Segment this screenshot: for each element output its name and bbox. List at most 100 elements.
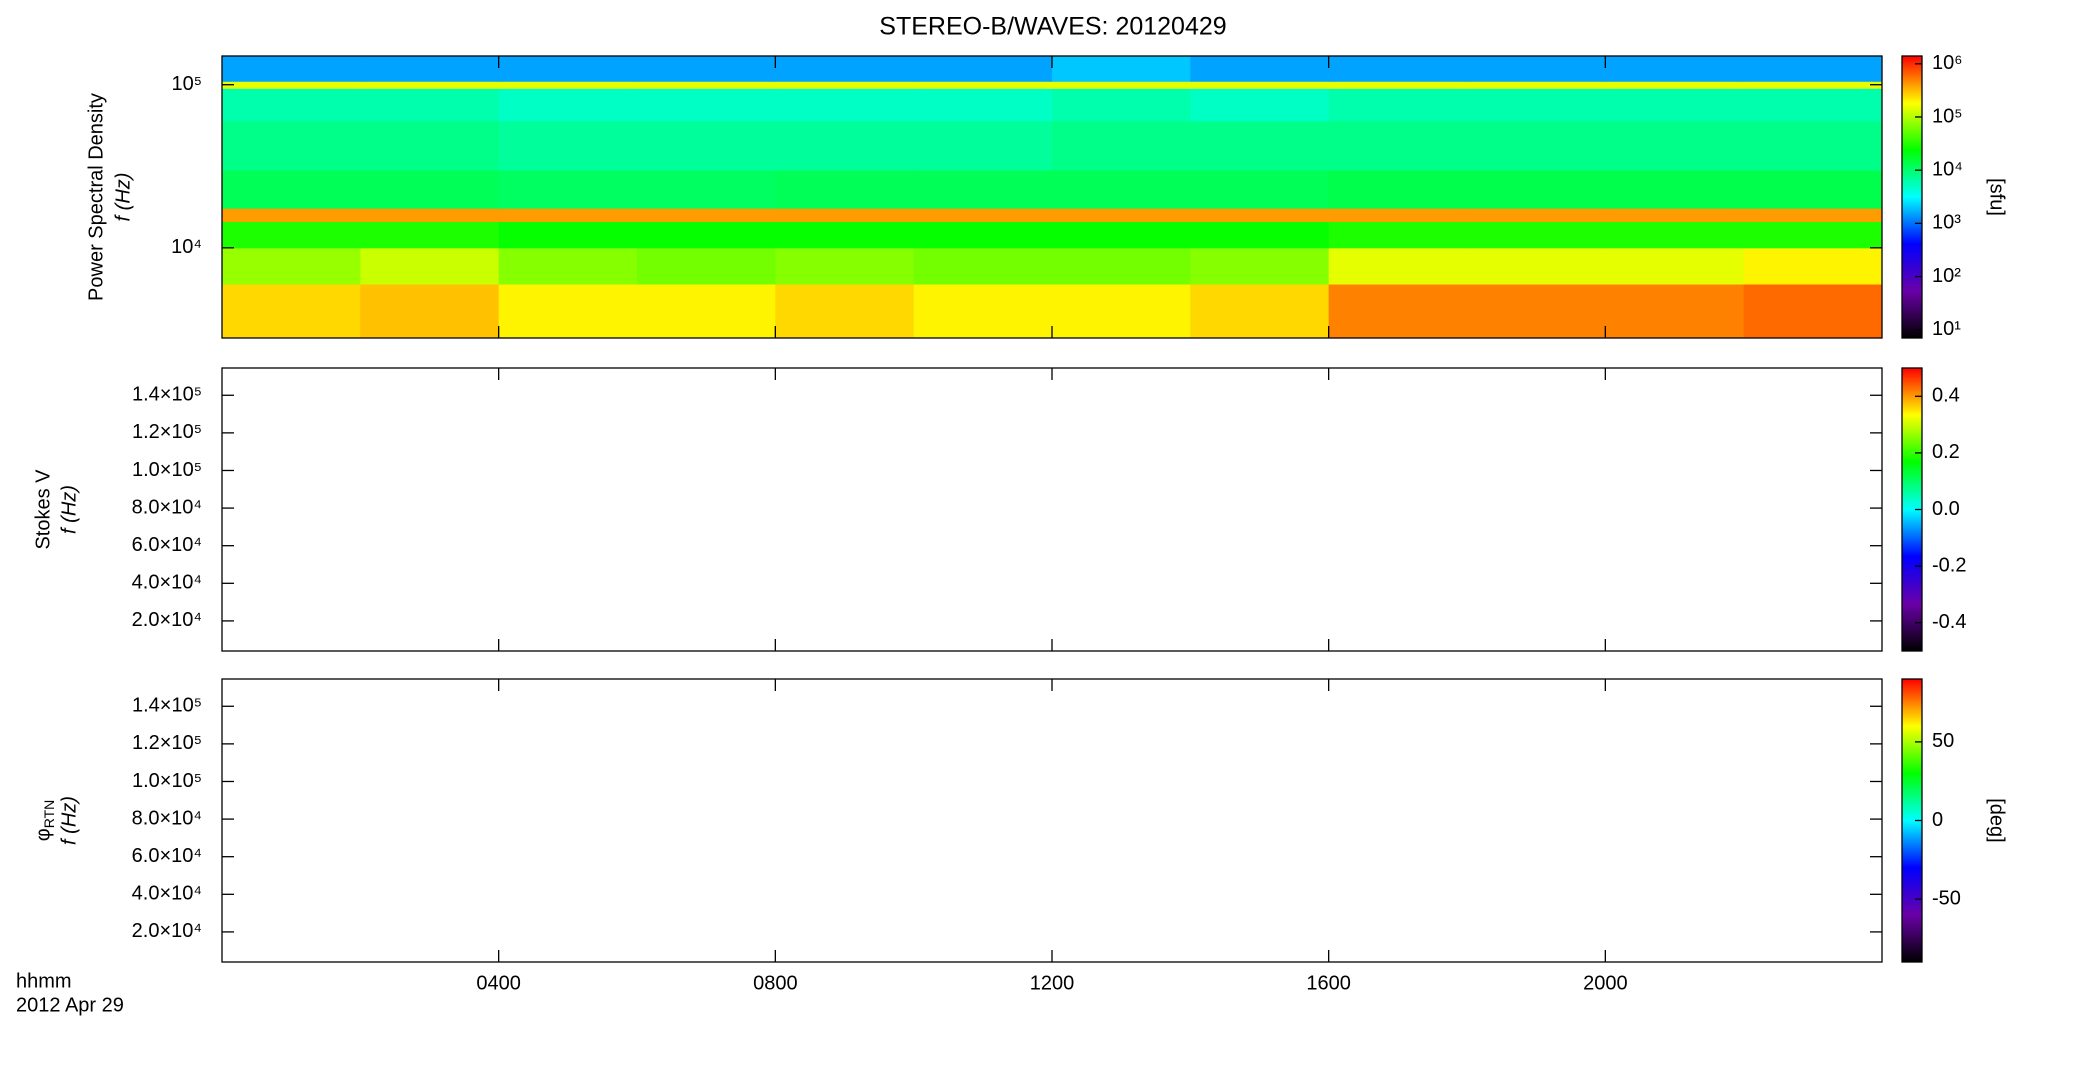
spectrogram-cell <box>1328 221 1468 249</box>
spectrogram-cell <box>1328 247 1468 285</box>
spectrogram-cell <box>1190 81 1330 89</box>
spectrogram-cell <box>775 56 915 82</box>
date-label: 2012 Apr 29 <box>16 994 124 1016</box>
spectrogram-cell <box>360 56 500 82</box>
spectrogram-cell <box>1743 81 1883 89</box>
spectrogram-cell <box>1467 120 1606 171</box>
spectrogram-cell <box>498 81 638 89</box>
spectrogram-cell <box>1052 208 1191 223</box>
y-axis-label-sub: RTN <box>41 800 57 829</box>
spectrogram-cell <box>637 247 776 285</box>
y-tick-label: 1.0×10⁵ <box>132 770 202 792</box>
colorbar-tick-label: 10⁶ <box>1932 52 1962 74</box>
spectrogram-cell <box>222 81 361 89</box>
y-tick-label: 8.0×10⁴ <box>132 807 202 829</box>
spectrogram-cell <box>1743 88 1883 122</box>
spectrogram-cell <box>498 284 638 339</box>
spectrogram-cell <box>360 120 500 171</box>
spectrogram-cell <box>498 221 638 249</box>
x-tick-label: 1600 <box>1306 972 1351 994</box>
spectrogram-cell <box>1743 284 1883 339</box>
spectrogram-cell <box>1190 170 1330 209</box>
spectrogram-cell <box>1328 56 1468 82</box>
spectrogram-cell <box>498 120 638 171</box>
spectrogram-cell <box>360 247 500 285</box>
y-tick-label: 4.0×10⁴ <box>132 883 202 905</box>
y-axis-label: φRTN <box>32 800 56 842</box>
spectrogram-cell <box>1190 284 1330 339</box>
spectrogram-cell <box>1743 221 1883 249</box>
spectrogram-cell <box>1190 88 1330 122</box>
spectrogram-cell <box>1467 88 1606 122</box>
spectrogram-cell <box>637 208 776 223</box>
spectrogram-cell <box>1743 170 1883 209</box>
spectrogram-cell <box>637 88 776 122</box>
colorbar-tick-label: 10⁵ <box>1932 105 1963 127</box>
spectrogram-cell <box>1467 284 1606 339</box>
y-tick-label: 8.0×10⁴ <box>132 496 202 518</box>
spectrogram-cell <box>1052 247 1191 285</box>
spectrogram-cell <box>222 247 361 285</box>
spectrogram-cell <box>1467 56 1606 82</box>
spectrogram-cell <box>775 170 915 209</box>
spectrogram-cell <box>913 81 1053 89</box>
spectrogram-cell <box>1328 88 1468 122</box>
y-axis-unit: f (Hz) <box>112 173 134 222</box>
spectrogram-cell <box>1605 81 1745 89</box>
spectrogram-cell <box>1328 120 1468 171</box>
colorbar-label: [deg] <box>1986 798 2008 842</box>
spectrogram-cell <box>360 208 500 223</box>
y-tick-label: 2.0×10⁴ <box>132 920 202 942</box>
spectrogram-cell <box>1052 88 1191 122</box>
y-tick-label: 6.0×10⁴ <box>132 845 202 867</box>
spectrogram-cell <box>775 81 915 89</box>
spectrogram-cell <box>498 88 638 122</box>
spectrogram-cell <box>913 221 1053 249</box>
y-tick-label: 10⁴ <box>171 236 202 258</box>
spectrogram-cell <box>637 284 776 339</box>
spectrogram-cell <box>1467 170 1606 209</box>
spectrogram-cell <box>913 120 1053 171</box>
spectrogram-cell <box>637 221 776 249</box>
colorbar-tick-label: 10³ <box>1932 212 1961 234</box>
spectrogram-cell <box>1328 81 1468 89</box>
spectrogram-cell <box>1605 88 1745 122</box>
spectrogram-cell <box>775 221 915 249</box>
spectrogram-cell <box>360 81 500 89</box>
spectrogram-cell <box>222 56 361 82</box>
spectrogram-cell <box>1605 284 1745 339</box>
spectrogram-cell <box>1052 221 1191 249</box>
spectrogram-cell <box>498 247 638 285</box>
colorbar-tick-label: 0.2 <box>1932 441 1960 463</box>
y-axis-unit: f (Hz) <box>58 485 80 534</box>
spectrogram-cell <box>222 170 361 209</box>
spectrogram-cell <box>1605 170 1745 209</box>
spectrogram-cell <box>1190 208 1330 223</box>
spectrogram-cell <box>1328 284 1468 339</box>
x-axis-label: hhmm <box>16 970 72 992</box>
y-tick-label: 1.0×10⁵ <box>132 459 202 481</box>
spectrogram-cell <box>1190 120 1330 171</box>
y-tick-label: 6.0×10⁴ <box>132 534 202 556</box>
spectrogram-cell <box>637 81 776 89</box>
colorbar-tick-label: 0.0 <box>1932 498 1960 520</box>
spectrogram-cell <box>1052 120 1191 171</box>
spectrogram-cell <box>913 170 1053 209</box>
spectrogram-cell <box>498 170 638 209</box>
spectrogram-cell <box>1052 56 1191 82</box>
spectrogram-cell <box>1743 247 1883 285</box>
y-tick-label: 1.2×10⁵ <box>132 732 202 754</box>
plot-frame <box>221 367 1883 652</box>
colorbar-tick-label: -0.2 <box>1932 554 1966 576</box>
colorbar-label: [sfu] <box>1986 178 2008 216</box>
x-tick-label: 0400 <box>476 972 521 994</box>
colorbar-tick-label: 10² <box>1932 265 1961 287</box>
y-tick-label: 1.4×10⁵ <box>132 384 202 406</box>
x-tick-label: 2000 <box>1583 972 1628 994</box>
spectrogram-cell <box>913 247 1053 285</box>
spectrogram-cell <box>1467 247 1606 285</box>
y-tick-label: 1.4×10⁵ <box>132 695 202 717</box>
x-tick-label: 0800 <box>753 972 798 994</box>
colorbar-tick-label: 0 <box>1932 809 1943 831</box>
spectrogram-cell <box>360 88 500 122</box>
